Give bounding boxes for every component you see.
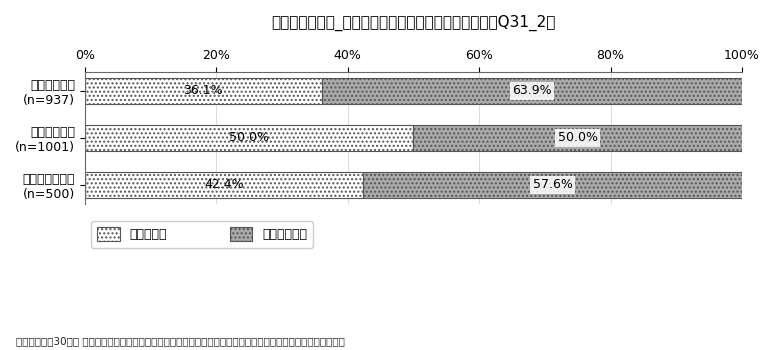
Text: 63.9%: 63.9% [512, 84, 552, 97]
Text: 42.4%: 42.4% [205, 178, 244, 191]
Text: 50.0%: 50.0% [558, 131, 598, 145]
Bar [363, 172, 742, 198]
Text: 50.0%: 50.0% [229, 131, 269, 145]
Text: 36.1%: 36.1% [184, 84, 223, 97]
Bar [84, 172, 363, 198]
Legend: 知っていた, 知らなかった: 知っていた, 知らなかった [91, 221, 313, 248]
Bar [84, 78, 322, 104]
Bar [322, 78, 742, 104]
Title: 制度の認知状況_男性の育児休業の再取得：単数回答（Q31_2）: 制度の認知状況_男性の育児休業の再取得：単数回答（Q31_2） [271, 15, 556, 31]
Text: 57.6%: 57.6% [532, 178, 573, 191]
Text: 出典：「平成30年度 仕事と育児の両立に関する実態把握のための調査研究事業」（厚生労働省）より加工して作成: 出典：「平成30年度 仕事と育児の両立に関する実態把握のための調査研究事業」（厚… [16, 336, 344, 346]
Bar [84, 125, 413, 151]
Bar [413, 125, 742, 151]
